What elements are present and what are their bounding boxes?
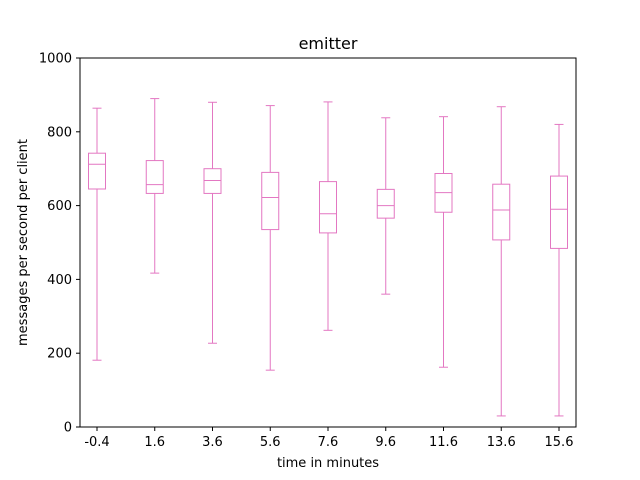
y-tick-label: 600 — [47, 199, 72, 214]
box-iqr — [261, 171, 280, 231]
y-tick-label: 400 — [47, 273, 72, 288]
y-tick-label: 200 — [47, 347, 72, 362]
box-3.6 — [203, 101, 222, 344]
box-iqr — [88, 152, 106, 190]
box-series — [88, 98, 568, 417]
x-tick-label: 3.6 — [202, 435, 223, 450]
y-axis: 0 200 400 600 800 1000 — [39, 52, 80, 436]
box-iqr — [376, 188, 395, 219]
box-7.6 — [319, 101, 337, 331]
box-13.6 — [492, 106, 511, 417]
box-iqr — [203, 168, 222, 194]
box-iqr — [145, 160, 164, 194]
box-iqr — [319, 181, 337, 234]
y-tick-label: 800 — [47, 125, 72, 140]
x-tick-label: 7.6 — [318, 435, 339, 450]
box-1.6 — [145, 98, 164, 274]
x-tick-label: 1.6 — [144, 435, 165, 450]
box-9.6 — [376, 117, 395, 295]
box-5.6 — [261, 105, 280, 371]
y-axis-title: messages per second per client — [16, 139, 31, 346]
x-axis-title: time in minutes — [277, 456, 379, 471]
box-15.6 — [550, 123, 568, 417]
plot-area-frame — [79, 57, 577, 428]
box-iqr — [492, 183, 511, 241]
box--0.4 — [88, 107, 106, 361]
x-tick-label: 9.6 — [375, 435, 396, 450]
x-tick-label: 5.6 — [260, 435, 281, 450]
y-tick-label: 1000 — [39, 52, 72, 67]
box-11.6 — [434, 116, 453, 368]
x-tick-label: 15.6 — [545, 435, 574, 450]
y-tick-label: 0 — [64, 421, 72, 436]
chart-title: emitter — [299, 34, 358, 53]
x-tick-label: 13.6 — [487, 435, 516, 450]
box-iqr — [550, 175, 568, 249]
x-tick-label: -0.4 — [84, 435, 109, 450]
x-tick-label: 11.6 — [429, 435, 458, 450]
x-axis: -0.4 1.6 3.6 5.6 7.6 9.6 11.6 13.6 15.6 — [84, 427, 573, 450]
